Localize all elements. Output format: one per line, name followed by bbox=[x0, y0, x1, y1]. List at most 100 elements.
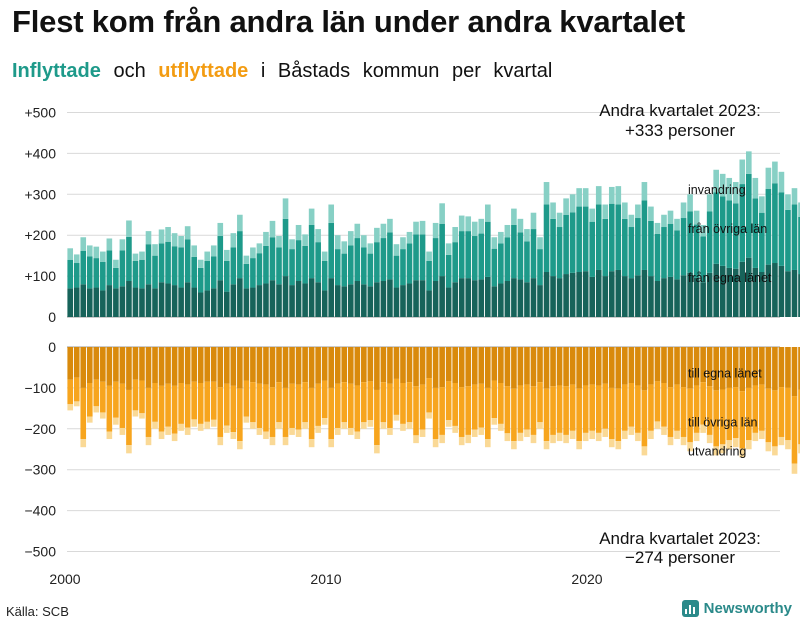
bar-in-ovriga bbox=[537, 249, 543, 286]
bar-in-ovriga bbox=[224, 260, 230, 292]
bar-in-ovriga bbox=[635, 218, 641, 276]
bar-out-egna bbox=[73, 347, 80, 378]
bar-in-ovriga bbox=[80, 250, 87, 285]
bar-in-ovriga bbox=[687, 211, 693, 273]
bar-in-ovriga bbox=[478, 233, 485, 280]
bar-in-egna bbox=[732, 268, 739, 317]
bar-out-ovriga bbox=[282, 387, 289, 437]
bar-out-egna bbox=[674, 347, 680, 385]
bar-in-ovriga bbox=[706, 211, 713, 273]
bar-in-invandring bbox=[595, 186, 602, 205]
bar-in-invandring bbox=[269, 220, 276, 238]
bar-out-ovriga bbox=[145, 387, 152, 437]
bar-in-invandring bbox=[184, 226, 191, 240]
bar-out-egna bbox=[752, 347, 759, 386]
bar-out-utvandring bbox=[263, 431, 269, 440]
bar-out-utvandring bbox=[667, 436, 674, 446]
bar-out-ovriga bbox=[289, 383, 295, 428]
bar-out-utvandring bbox=[224, 425, 230, 433]
newsworthy-logo[interactable]: Newsworthy bbox=[681, 600, 792, 617]
bar-out-utvandring bbox=[86, 416, 93, 423]
bar-out-utvandring bbox=[458, 436, 465, 446]
bar-out-egna bbox=[308, 347, 315, 388]
bar-out-ovriga bbox=[445, 381, 452, 421]
bar-in-egna bbox=[530, 278, 537, 317]
bar-out-egna bbox=[759, 347, 765, 385]
bar-in-egna bbox=[413, 280, 419, 317]
bar-out-egna bbox=[100, 347, 106, 382]
bar-in-invandring bbox=[197, 259, 204, 268]
bar-out-egna bbox=[191, 347, 197, 382]
bar-out-ovriga bbox=[537, 382, 543, 423]
bar-out-ovriga bbox=[165, 383, 171, 427]
bar-out-egna bbox=[237, 347, 243, 389]
bar-in-invandring bbox=[798, 202, 800, 217]
bar-in-invandring bbox=[732, 182, 739, 204]
bar-in-ovriga bbox=[485, 221, 491, 277]
bar-in-ovriga bbox=[569, 212, 576, 273]
bar-out-utvandring bbox=[406, 422, 413, 429]
bar-out-utvandring bbox=[589, 430, 596, 440]
bar-out-egna bbox=[387, 347, 393, 384]
bar-in-egna bbox=[615, 269, 622, 317]
bar-in-invandring bbox=[126, 220, 132, 237]
bar-out-egna bbox=[269, 347, 276, 388]
bar-in-ovriga bbox=[308, 224, 315, 279]
bar-in-ovriga bbox=[119, 250, 126, 287]
bar-in-ovriga bbox=[608, 203, 615, 272]
bar-in-ovriga bbox=[86, 256, 93, 289]
bar-out-ovriga bbox=[602, 383, 609, 429]
bar-out-utvandring bbox=[67, 404, 74, 411]
bar-out-egna bbox=[302, 347, 308, 383]
bar-in-ovriga bbox=[563, 214, 569, 275]
bar-out-ovriga bbox=[67, 379, 74, 405]
bar-out-egna bbox=[217, 347, 224, 388]
subtitle-i: i bbox=[260, 60, 266, 82]
bar-out-ovriga bbox=[726, 387, 733, 441]
bar-out-ovriga bbox=[184, 384, 191, 428]
bar-out-ovriga bbox=[759, 384, 765, 431]
bar-in-ovriga bbox=[367, 253, 374, 287]
segment-label-out-ovriga: till övriga län bbox=[688, 416, 758, 430]
bar-out-egna bbox=[406, 347, 413, 383]
bar-in-egna bbox=[119, 286, 126, 317]
bar-out-ovriga bbox=[100, 381, 106, 413]
bar-in-invandring bbox=[406, 231, 413, 244]
bar-in-ovriga bbox=[347, 245, 354, 285]
bar-out-utvandring bbox=[543, 441, 550, 450]
bar-out-utvandring bbox=[126, 445, 132, 454]
y-tick-upper: +200 bbox=[24, 227, 56, 243]
bar-in-ovriga bbox=[765, 188, 772, 265]
bar-out-utvandring bbox=[289, 427, 295, 435]
bar-out-ovriga bbox=[635, 385, 641, 433]
bar-out-ovriga bbox=[504, 386, 511, 434]
bar-out-utvandring bbox=[478, 427, 485, 435]
bar-in-ovriga bbox=[426, 260, 432, 291]
bar-in-invandring bbox=[139, 251, 145, 260]
bar-in-invandring bbox=[511, 208, 517, 225]
bar-out-ovriga bbox=[217, 387, 224, 437]
bar-in-invandring bbox=[341, 241, 348, 254]
bar-in-egna bbox=[367, 286, 374, 317]
bar-in-invandring bbox=[576, 188, 582, 207]
bar-in-invandring bbox=[654, 222, 661, 234]
bar-in-invandring bbox=[256, 243, 263, 254]
bar-out-ovriga bbox=[419, 384, 426, 430]
bar-in-invandring bbox=[759, 196, 765, 213]
bar-out-ovriga bbox=[230, 385, 237, 433]
bar-in-invandring bbox=[432, 222, 439, 239]
bar-in-egna bbox=[452, 282, 458, 317]
bar-in-egna bbox=[191, 287, 197, 317]
bar-in-egna bbox=[752, 267, 759, 317]
bar-out-ovriga bbox=[478, 383, 485, 428]
bar-out-ovriga bbox=[498, 382, 504, 424]
bar-in-egna bbox=[145, 284, 152, 317]
subtitle-rest2: per bbox=[451, 60, 481, 82]
bar-out-egna bbox=[576, 347, 582, 389]
bar-out-egna bbox=[504, 347, 511, 387]
x-tick-2010: 2010 bbox=[310, 571, 341, 587]
bar-in-invandring bbox=[426, 251, 432, 261]
bar-out-egna bbox=[700, 347, 706, 383]
bar-out-egna bbox=[550, 347, 556, 387]
bar-in-egna bbox=[321, 290, 328, 317]
